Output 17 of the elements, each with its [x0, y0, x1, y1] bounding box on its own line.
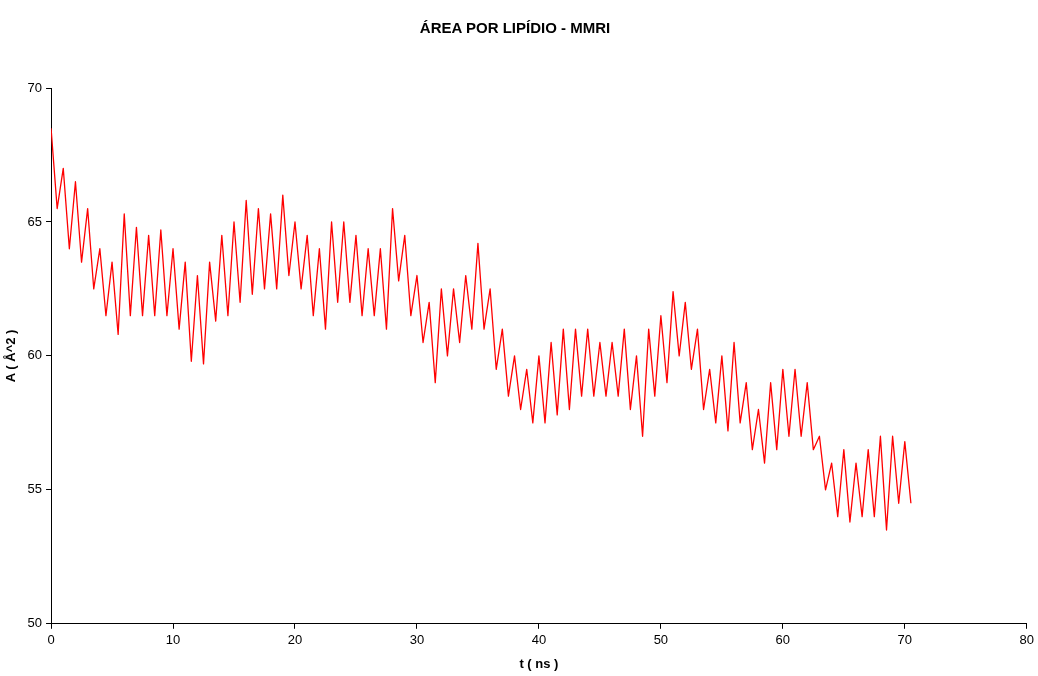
chart-title: ÁREA POR LIPÍDIO - MMRI [419, 19, 611, 37]
x-tick-label: 40 [531, 632, 547, 648]
x-tick-label: 20 [287, 632, 303, 648]
y-tick-label: 60 [27, 347, 43, 363]
x-axis-title: t ( ns ) [519, 655, 559, 671]
x-tick-label: 10 [165, 632, 181, 648]
y-tick-label: 55 [27, 481, 43, 497]
x-tick-label: 80 [1019, 632, 1034, 648]
y-tick-label: 65 [27, 213, 43, 229]
x-tick-label: 0 [47, 632, 55, 648]
x-tick-label: 70 [897, 632, 913, 648]
x-tick-label: 50 [653, 632, 669, 648]
y-tick-label: 70 [27, 79, 43, 95]
y-tick-label: 50 [27, 615, 43, 631]
y-axis-title: A ( Å^2 ) [3, 329, 19, 383]
x-tick-label: 60 [775, 632, 791, 648]
x-tick-label: 30 [409, 632, 425, 648]
